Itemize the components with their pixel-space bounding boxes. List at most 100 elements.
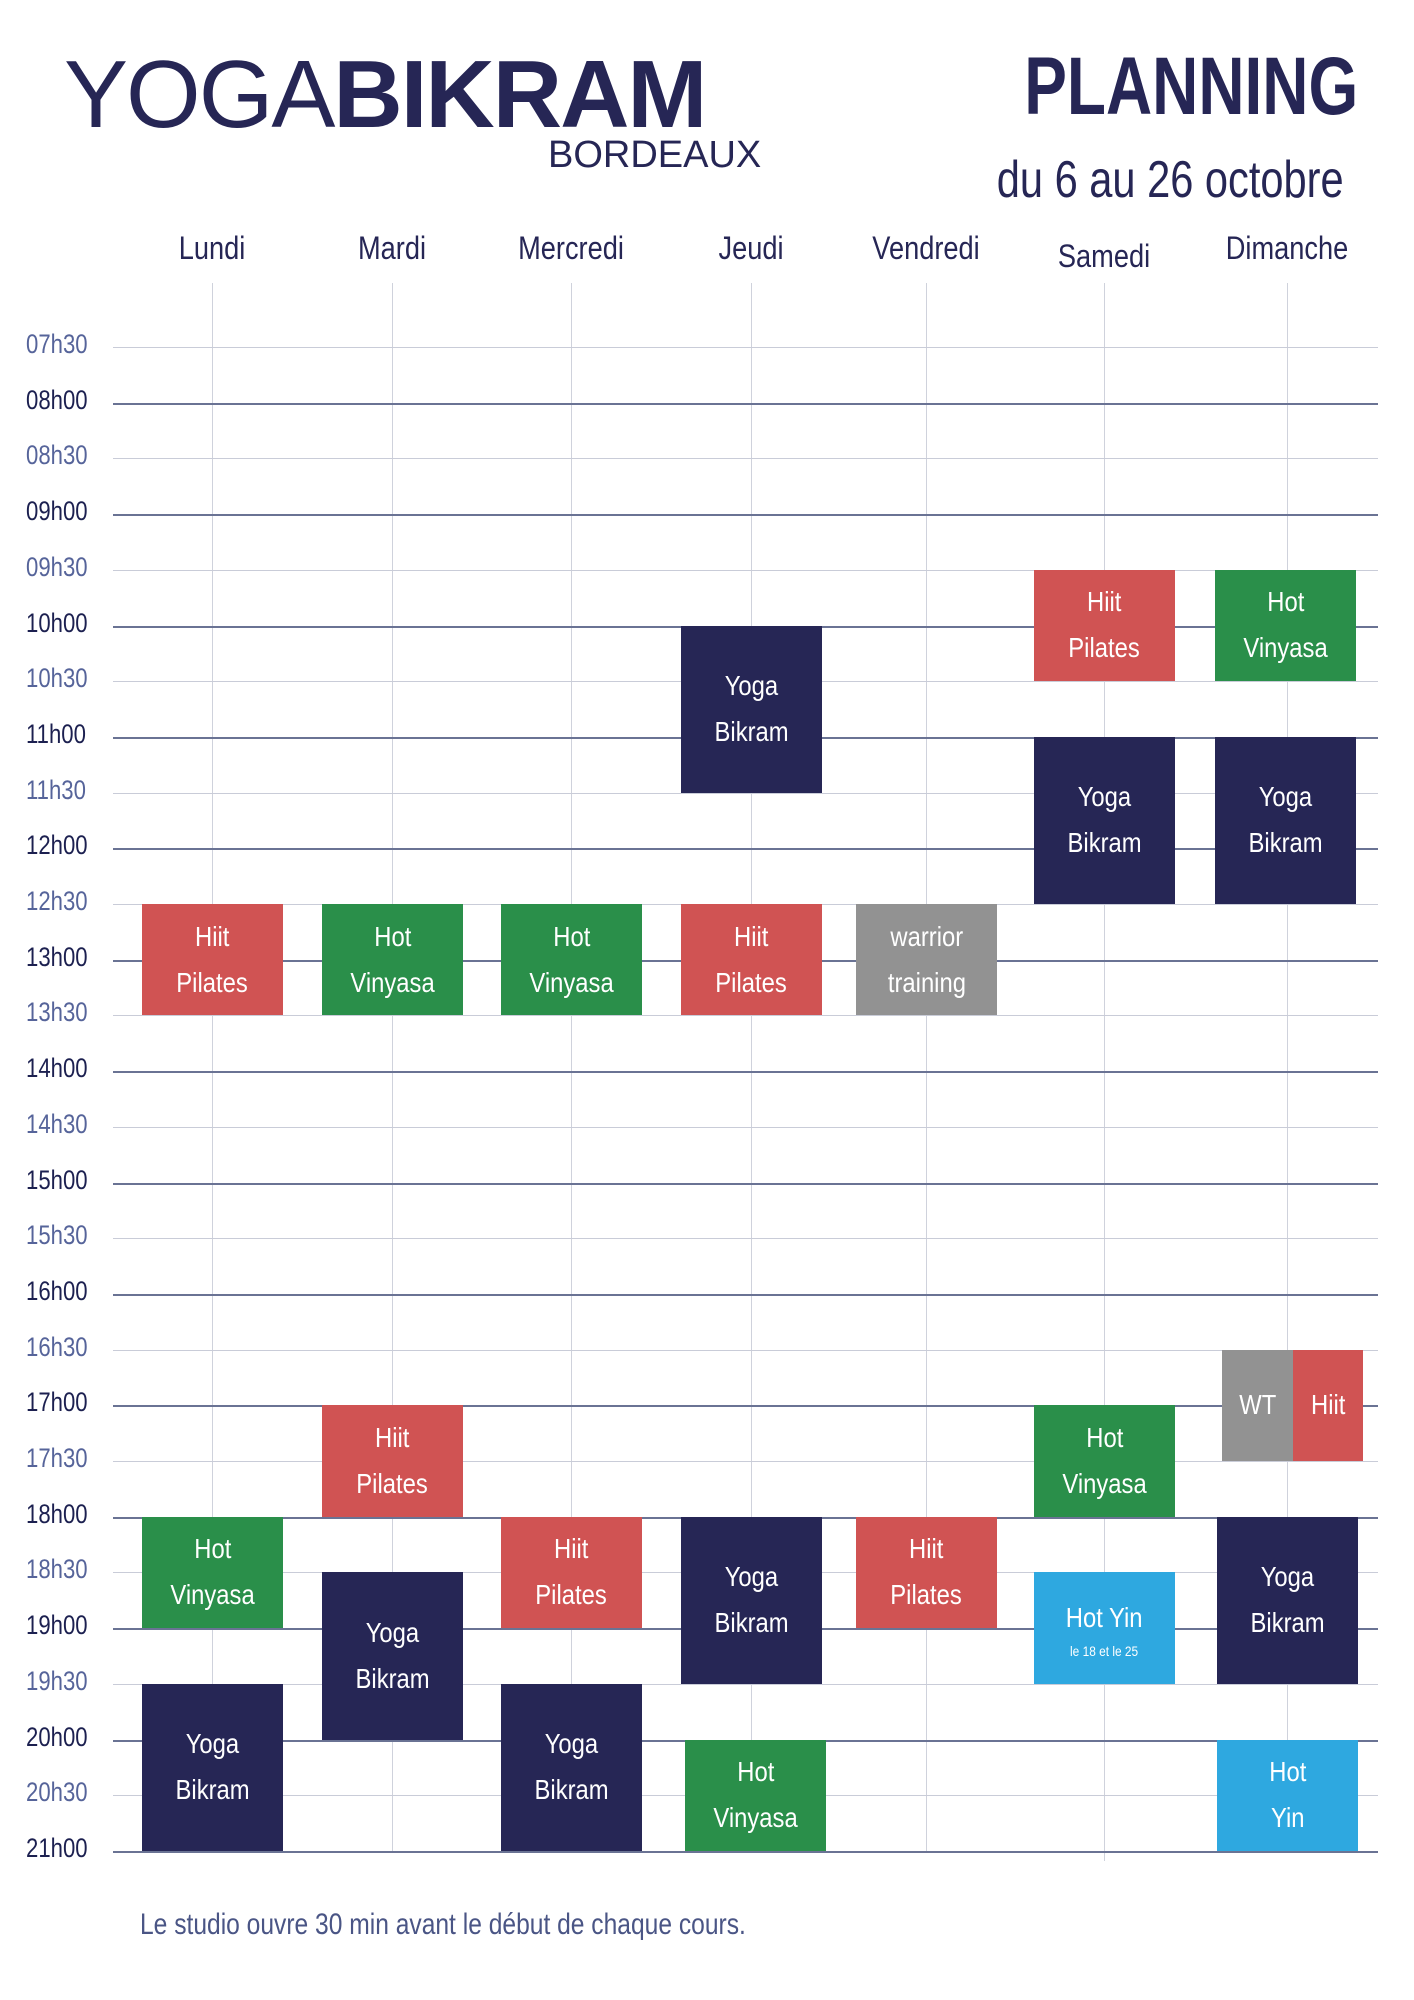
column-line (392, 283, 393, 1851)
class-block: Yoga Bikram (322, 1572, 463, 1740)
time-label: 12h00 (26, 830, 88, 861)
class-block: Hot Vinyasa (1215, 569, 1356, 682)
class-label: Yoga (724, 670, 779, 702)
class-label: Vinyasa (713, 1802, 798, 1834)
row-line (113, 402, 1378, 405)
class-label: Pilates (176, 966, 249, 998)
row-line (113, 1126, 1378, 1128)
class-block: Hot Yin (1217, 1739, 1358, 1851)
day-header: Mercredi (518, 230, 624, 266)
class-label: Yoga (724, 1561, 779, 1593)
time-label: 14h00 (26, 1053, 88, 1084)
day-header: Jeudi (718, 230, 784, 266)
column-line (571, 283, 572, 1851)
logo-word2: BIKRAM (333, 41, 707, 148)
class-label: Yin (1270, 1802, 1305, 1834)
class-label: Hot (552, 920, 591, 952)
time-label: 16h00 (26, 1275, 88, 1306)
class-label: Bikram (1248, 827, 1323, 859)
time-label: 08h00 (26, 384, 88, 415)
class-label: Hiit (554, 1533, 589, 1565)
class-block: Yoga Bikram (1217, 1516, 1358, 1684)
row-line (113, 569, 1378, 571)
class-label: Pilates (356, 1468, 429, 1499)
class-block: Hiit Pilates (681, 904, 822, 1016)
class-block: Hiit Pilates (856, 1516, 997, 1629)
class-block: Hot Vinyasa (685, 1739, 826, 1851)
row-line (113, 848, 1378, 851)
class-block: Hot Vinyasa (1034, 1405, 1175, 1517)
subtitle: du 6 au 26 octobre (997, 151, 1344, 209)
class-label: Yoga (1258, 781, 1313, 813)
time-label: 17h00 (26, 1387, 88, 1418)
time-label: 17h30 (26, 1443, 88, 1473)
time-label: 16h30 (26, 1331, 88, 1362)
class-block: Hot Vinyasa (501, 904, 642, 1016)
time-label: 11h00 (26, 718, 86, 749)
class-block: Yoga Bikram (681, 1516, 822, 1684)
row-line (113, 1182, 1378, 1185)
day-header: Vendredi (872, 230, 980, 266)
class-label: Pilates (535, 1579, 608, 1611)
title: PLANNING (1023, 41, 1358, 132)
row-line (113, 1683, 1378, 1685)
class-block: warrior training (856, 904, 997, 1016)
class-label: Bikram (1067, 827, 1142, 859)
time-label: 19h00 (26, 1610, 88, 1641)
class-label: Bikram (1250, 1607, 1325, 1639)
class-note: le 18 et le 25 (1070, 1643, 1139, 1660)
row-line (113, 1850, 1378, 1853)
class-block: Yoga Bikram (501, 1683, 642, 1851)
class-label: Hiit (734, 920, 769, 952)
class-label: Yoga (1260, 1561, 1315, 1593)
footer: Le studio ouvre 30 min avant le début de… (140, 1908, 746, 1941)
time-label: 21h00 (26, 1832, 88, 1863)
row-line (113, 514, 1378, 517)
row-line (113, 1461, 1378, 1462)
class-block: Yoga Bikram (1215, 736, 1356, 904)
class-block: WT (1222, 1349, 1293, 1461)
row-line (113, 792, 1378, 794)
class-label: Vinyasa (1062, 1468, 1147, 1499)
class-label: Yoga (185, 1728, 240, 1760)
day-header: Samedi (1057, 238, 1151, 274)
column-line (751, 283, 752, 1851)
class-label: Bikram (175, 1774, 250, 1806)
time-label: 18h00 (26, 1498, 88, 1529)
time-label: 12h30 (26, 886, 88, 916)
class-label: Yoga (365, 1616, 420, 1648)
class-label: Pilates (1068, 632, 1141, 664)
day-header: Mardi (357, 230, 426, 266)
time-label: 09h00 (26, 496, 88, 527)
row-line (113, 458, 1378, 460)
row-line (113, 1238, 1378, 1240)
time-label: 15h30 (26, 1220, 88, 1251)
class-block: Hot Vinyasa (322, 904, 463, 1016)
row-line (113, 1349, 1378, 1351)
class-label: Hiit (375, 1422, 410, 1453)
row-line (113, 1015, 1378, 1017)
class-block: Yoga Bikram (681, 625, 822, 793)
class-label: Hot (736, 1756, 775, 1788)
day-header: Dimanche (1225, 230, 1349, 266)
time-label: 15h00 (26, 1164, 88, 1195)
time-label: 19h30 (26, 1665, 88, 1696)
class-label: Bikram (534, 1774, 609, 1806)
class-block: Hiit Pilates (501, 1516, 642, 1629)
time-label: 09h30 (26, 551, 88, 582)
class-label: Hiit (195, 920, 230, 952)
class-label: Hot (1085, 1422, 1124, 1453)
class-label: Hot (193, 1533, 232, 1565)
class-label: Hot (1266, 586, 1305, 618)
class-label: Hiit (909, 1533, 944, 1565)
class-label: Bikram (355, 1662, 430, 1694)
class-block: Hiit Pilates (1034, 569, 1175, 682)
day-header: Lundi (178, 230, 246, 266)
class-label: Hiit (1087, 586, 1122, 618)
row-line (113, 1293, 1378, 1296)
class-label: Bikram (714, 1607, 789, 1639)
time-label: 13h30 (26, 997, 88, 1028)
class-block: Hiit Pilates (142, 904, 283, 1016)
logo-city: BORDEAUX (548, 134, 762, 176)
time-label: 14h30 (26, 1108, 88, 1139)
